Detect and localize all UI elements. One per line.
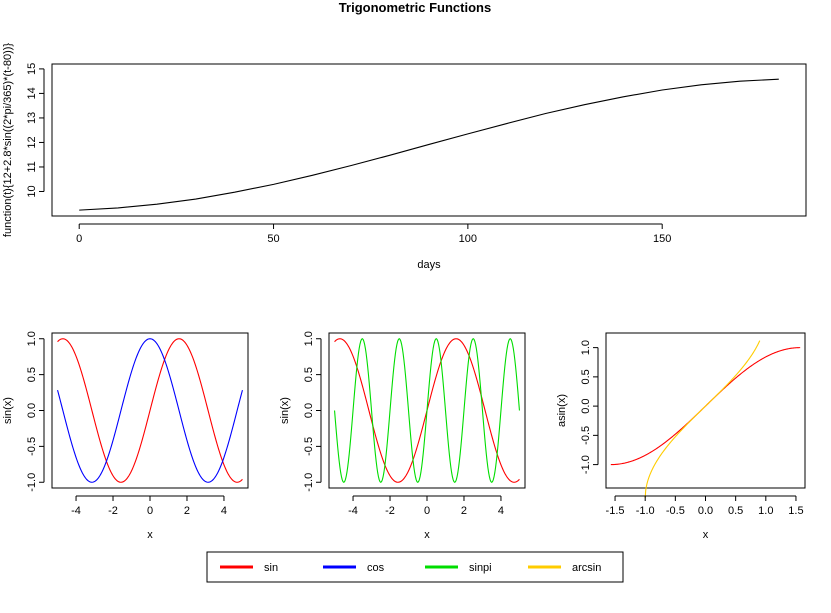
y-tick-label: 0.0	[580, 398, 592, 413]
y-tick-label: 0.5	[26, 367, 38, 382]
x-tick-label: 0.5	[728, 505, 743, 517]
series-line-arcsin	[644, 340, 761, 499]
plot-frame	[328, 332, 526, 489]
x-tick-label: 1.0	[758, 505, 773, 517]
y-tick-label: 1.0	[26, 331, 38, 346]
y-tick-label: -0.5	[580, 426, 592, 445]
x-axis-label: days	[417, 259, 441, 271]
y-tick-label: -1.0	[303, 473, 315, 492]
y-tick-label: -1.0	[26, 473, 38, 492]
series-line-sinpi	[334, 338, 520, 483]
x-tick-label: 150	[653, 233, 671, 245]
x-tick-label: 0.0	[698, 505, 713, 517]
y-tick-label: 10	[26, 185, 38, 197]
chart-panel-2: -4 -2 0 2 4 -1.0 -0.5 0.0 0.5 1.0 x sin(x)	[2, 331, 249, 541]
y-axis-label: sin(x)	[2, 397, 14, 424]
x-tick-label: -0.5	[666, 505, 685, 517]
legend: sin cos sinpi arcsin	[206, 551, 624, 583]
legend-label-sinpi: sinpi	[469, 562, 492, 574]
x-tick-label: 2	[184, 505, 190, 517]
x-tick-label: 1.5	[788, 505, 803, 517]
chart-panel-4: -1.5 -1.0 -0.5 0.0 0.5 1.0 1.5 -1.0 -0.5 0.0 0.5 1.…	[556, 332, 806, 541]
x-tick-label: -1.5	[606, 505, 625, 517]
x-tick-label: 0	[147, 505, 153, 517]
y-tick-label: 11	[26, 161, 38, 172]
x-tick-label: -4	[348, 505, 358, 517]
y-tick-label: 15	[26, 63, 38, 75]
x-axis-label: x	[703, 529, 709, 541]
y-tick-label: 0.0	[26, 403, 38, 418]
y-tick-label: 1.0	[303, 331, 315, 346]
x-tick-label: 100	[459, 233, 477, 245]
plot-frame	[51, 63, 807, 217]
y-tick-label: 14	[26, 87, 38, 99]
y-axis-label: sin(x)	[279, 397, 291, 424]
y-tick-label: -1.0	[580, 455, 592, 474]
y-tick-label: 1.0	[580, 340, 592, 355]
x-tick-label: 0	[76, 233, 82, 245]
figure-title: Trigonometric Functions	[339, 0, 491, 15]
x-tick-label: 0	[424, 505, 430, 517]
x-tick-label: -4	[71, 505, 81, 517]
y-axis-label: function(t){12+2.8*sin((2*pi/365)*(t-80)…	[2, 43, 14, 237]
y-tick-label: -0.5	[26, 437, 38, 456]
legend-label-arcsin: arcsin	[572, 562, 601, 574]
y-tick-label: 0.5	[580, 369, 592, 384]
y-tick-label: 0.0	[303, 403, 315, 418]
x-tick-label: 50	[267, 233, 279, 245]
chart-panel-3: -4 -2 0 2 4 -1.0 -0.5 0.0 0.5 1.0 x sin(x)	[279, 331, 526, 541]
series-line-series-1	[79, 78, 779, 211]
series-line-sin	[57, 338, 243, 483]
legend-label-sin: sin	[264, 562, 278, 574]
plot-frame	[51, 332, 249, 489]
x-axis-label: x	[147, 529, 153, 541]
legend-label-cos: cos	[367, 562, 385, 574]
y-tick-label: -0.5	[303, 437, 315, 456]
x-tick-label: 4	[498, 505, 504, 517]
x-tick-label: -2	[108, 505, 118, 517]
x-tick-label: 2	[461, 505, 467, 517]
y-axis-label: asin(x)	[556, 394, 568, 427]
y-tick-label: 12	[26, 136, 38, 148]
plot-frame	[605, 332, 806, 489]
chart-panel-1: 0 50 100 150 10 11 12 13 14 15 days function(t){12+…	[2, 43, 807, 271]
x-tick-label: -1.0	[636, 505, 655, 517]
y-tick-label: 13	[26, 112, 38, 124]
series-line-cos	[57, 338, 243, 483]
x-axis-label: x	[424, 529, 430, 541]
y-tick-label: 0.5	[303, 367, 315, 382]
x-tick-label: 4	[221, 505, 227, 517]
x-tick-label: -2	[385, 505, 395, 517]
